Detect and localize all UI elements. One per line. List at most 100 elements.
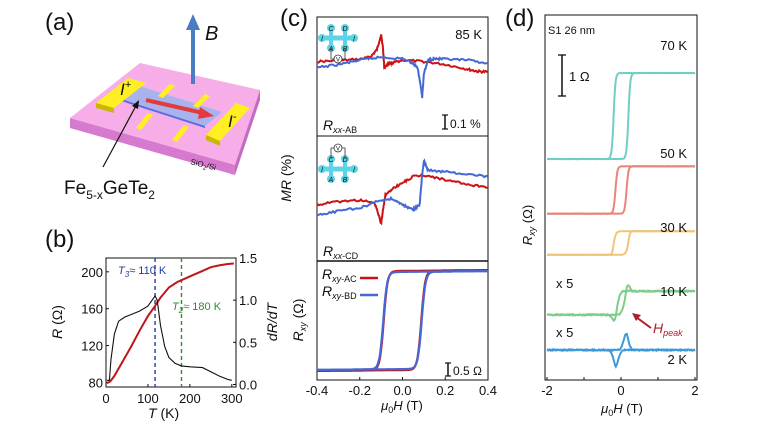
panel-label-a: (a) bbox=[45, 9, 74, 36]
inset-node-label: I bbox=[321, 36, 323, 43]
current-arrow bbox=[145, 98, 204, 115]
electrode-source bbox=[96, 78, 146, 108]
d-series-30K-down bbox=[547, 229, 695, 257]
inset-node bbox=[341, 175, 349, 183]
material-pointer bbox=[102, 103, 138, 168]
d-multiplier-label: x 5 bbox=[556, 276, 573, 291]
inset-node-label: D bbox=[342, 157, 347, 164]
b-ytick-label: 80 bbox=[89, 375, 103, 390]
inset-node bbox=[318, 165, 326, 173]
c-xtick-label: 0.0 bbox=[393, 383, 411, 398]
inset-node-label: I bbox=[353, 36, 355, 43]
inset-node-label: C bbox=[328, 157, 334, 164]
b-y2tick-label: 1.5 bbox=[239, 251, 257, 266]
inset-node bbox=[341, 24, 349, 32]
field-arrowhead bbox=[186, 14, 200, 30]
c-legend-label: Rxy-BD bbox=[322, 283, 357, 301]
d-xtick-label: -2 bbox=[541, 383, 553, 398]
c-xtick-label: 0.4 bbox=[479, 383, 497, 398]
b-annotation: T3≈ 110 K bbox=[118, 265, 167, 279]
chart-d: -2 0 2 70 K50 K30 K10 Kx 52 Kx 5 S1 26 nm … bbox=[520, 14, 699, 418]
c-mid-series-red bbox=[316, 173, 489, 226]
electrode-a bbox=[136, 113, 153, 130]
d-title: S1 26 nm bbox=[548, 25, 595, 37]
c-xlabel: μ0H (T) bbox=[380, 398, 423, 415]
inset-node bbox=[350, 34, 358, 42]
c-rxy-ylabel: Rxy (Ω) bbox=[290, 299, 308, 342]
c-top-device-inset: C DI IA BV bbox=[318, 24, 358, 64]
device-schematic: B I+ I- SiO2/Si Fe5-xGeTe2 bbox=[64, 14, 260, 202]
electrode-drain bbox=[206, 103, 250, 141]
b-ytick-label: 160 bbox=[81, 302, 103, 317]
d-series-label: 30 K bbox=[660, 220, 687, 235]
c-bot-series-up bbox=[317, 269, 488, 372]
c-xtick-label: -0.2 bbox=[349, 383, 371, 398]
d-xtick-label: 2 bbox=[691, 383, 698, 398]
c-mr-ylabel: MR (%) bbox=[278, 154, 294, 201]
d-series-50K-down bbox=[547, 165, 695, 215]
c-top-label: Rxx-AB bbox=[323, 117, 357, 135]
c-mid-label: Rxx-CD bbox=[323, 243, 359, 261]
substrate-side-right bbox=[235, 90, 260, 175]
c-top-scale-label: 0.1 % bbox=[450, 117, 481, 131]
electrode-source-side bbox=[96, 103, 114, 113]
c-top-series-red bbox=[317, 34, 489, 75]
b-y2tick-label: 0.0 bbox=[239, 377, 257, 392]
d-series-label: 2 K bbox=[667, 352, 687, 367]
material-label: Fe5-xGeTe2 bbox=[64, 178, 155, 202]
c-bot-scale-label: 0.5 Ω bbox=[453, 364, 482, 378]
inset-node-label: C bbox=[328, 26, 334, 33]
chart-b-xlabel: T (K) bbox=[148, 405, 179, 421]
b-xtick-label: 200 bbox=[179, 391, 201, 406]
d-series-10K-down bbox=[546, 289, 696, 323]
d-series-50K-up bbox=[547, 165, 696, 215]
field-label: B bbox=[205, 23, 218, 45]
chart-c: -0.4 -0.2 0.0 0.2 0.4 85 K Rxx-AB 0.1 % Rxx-… bbox=[278, 16, 497, 415]
b-y2tick-label: 0.5 bbox=[239, 335, 257, 350]
inset-node bbox=[327, 175, 335, 183]
c-bot-series-up bbox=[317, 270, 488, 371]
b-xtick-label: 300 bbox=[221, 391, 243, 406]
voltmeter-label: V bbox=[336, 58, 340, 64]
c-xtick-label: -0.4 bbox=[306, 383, 328, 398]
inset-node-label: B bbox=[343, 177, 348, 184]
chart-b: 0 100 200 300 80 120 160 200 0.0 0.5 1.0 1.5 T3≈ 11… bbox=[49, 251, 280, 421]
chart-b-frame bbox=[105, 257, 237, 388]
d-xtick-label: 0 bbox=[617, 383, 624, 398]
d-series-70K-down bbox=[547, 71, 696, 161]
inset-node-label: I bbox=[353, 167, 355, 174]
substrate-label: SiO2/Si bbox=[189, 157, 217, 174]
d-series-2K-down bbox=[546, 347, 696, 369]
c-mid-device-inset: C DI IA BV bbox=[318, 143, 358, 184]
inset-node bbox=[318, 34, 326, 42]
chart-b-ylabel: R (Ω) bbox=[49, 305, 65, 339]
inset-node bbox=[327, 24, 335, 32]
current-in-label: I+ bbox=[120, 79, 132, 99]
electrode-c bbox=[158, 84, 175, 98]
panel-label-b: (b) bbox=[45, 226, 74, 253]
b-y2tick-label: 1.0 bbox=[239, 293, 257, 308]
d-scale-label: 1 Ω bbox=[569, 69, 590, 84]
current-arrowhead bbox=[198, 107, 214, 119]
d-series-label: 50 K bbox=[660, 146, 687, 161]
d-series-label: 10 K bbox=[660, 284, 687, 299]
voltmeter-label: V bbox=[336, 147, 340, 153]
c-legend-label: Rxy-AC bbox=[322, 266, 357, 284]
b-series-r bbox=[106, 262, 234, 385]
c-bot-series-down bbox=[317, 269, 488, 372]
c-top-series-blue bbox=[316, 55, 489, 99]
c-mid-series-blue bbox=[316, 158, 489, 217]
material-pointer-head bbox=[132, 100, 139, 109]
hpeak-label: Hpeak bbox=[653, 320, 683, 338]
c-xtick-label: 0.2 bbox=[436, 383, 454, 398]
d-ylabel: Rxy (Ω) bbox=[520, 205, 537, 245]
c-top-temperature: 85 K bbox=[455, 27, 482, 42]
b-xtick-label: 100 bbox=[137, 391, 159, 406]
b-annotation: T2≈ 180 K bbox=[172, 301, 222, 315]
voltmeter-icon bbox=[333, 54, 343, 64]
panel-label-c: (c) bbox=[280, 5, 308, 32]
electrode-d bbox=[193, 94, 210, 108]
voltmeter-icon bbox=[333, 143, 343, 153]
inset-node-label: A bbox=[328, 177, 334, 184]
